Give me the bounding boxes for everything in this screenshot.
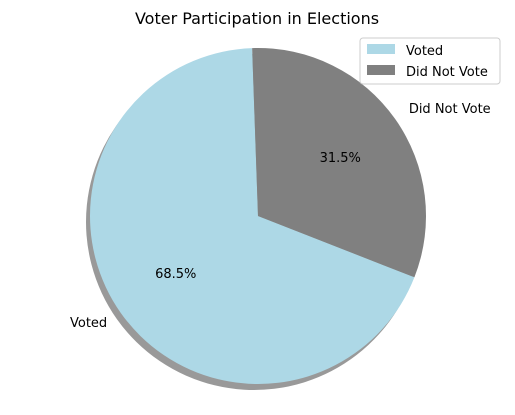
- legend-swatch-voted: [367, 44, 395, 54]
- legend-label-voted: Voted: [406, 44, 443, 59]
- legend-label-did-not-vote: Did Not Vote: [406, 65, 488, 80]
- slice-percent-did-not-vote: 31.5%: [320, 151, 361, 166]
- slice-label-did-not-vote: Did Not Vote: [409, 102, 491, 117]
- slice-label-voted: Voted: [70, 316, 107, 331]
- slice-percent-voted: 68.5%: [155, 267, 196, 282]
- pie-slice-did-not-vote: [252, 48, 427, 278]
- chart-title: Voter Participation in Elections: [135, 9, 379, 28]
- pie-labels: Voted 68.5% Did Not Vote 31.5%: [70, 102, 491, 331]
- pie-slice-voted: [90, 48, 415, 384]
- pie-slices: [90, 48, 427, 384]
- legend: Voted Did Not Vote: [359, 37, 501, 85]
- legend-swatch-did-not-vote: [367, 65, 395, 75]
